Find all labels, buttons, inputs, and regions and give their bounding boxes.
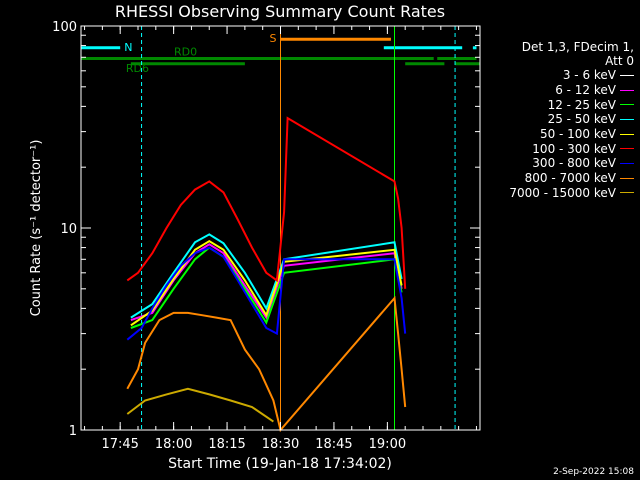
legend-entry-label: 50 - 100 keV [539,127,616,142]
series-line [130,233,403,319]
series-line [126,295,407,433]
legend-entry: 12 - 25 keV [488,97,634,112]
y-tick-label: 100 [52,20,77,35]
series-line [130,240,403,327]
legend-entry-label: 12 - 25 keV [547,97,616,112]
legend-entry: 25 - 50 keV [488,112,634,127]
legend-entry-label: 100 - 300 keV [532,141,616,156]
x-tick-label: 19:00 [369,437,406,452]
legend-entry-label: 7000 - 15000 keV [509,185,616,200]
chart-title: RHESSI Observing Summary Count Rates [115,2,445,21]
flag-label: RD0 [174,46,197,59]
flag-label: RD6 [126,62,149,75]
x-tick-label: 18:00 [155,437,192,452]
legend-swatch [620,104,634,106]
y-axis-label: Count Rate (s⁻¹ detector⁻¹) [29,140,44,317]
legend-swatch [620,162,634,164]
series-lines [126,116,407,433]
legend-swatch [620,74,634,76]
series-line [126,116,407,289]
date-stamp: 2-Sep-2022 15:08 [553,467,634,477]
legend-entry: 300 - 800 keV [488,156,634,171]
flag-label: N [124,41,132,54]
legend-entry: 50 - 100 keV [488,127,634,142]
legend-swatch [620,177,634,179]
legend-header-line1: Det 1,3, FDecim 1, [521,40,634,54]
legend-entry: 800 - 7000 keV [488,171,634,186]
legend-swatch [620,133,634,135]
series-line [126,246,407,341]
legend-entry: 6 - 12 keV [488,83,634,98]
x-tick-label: 18:15 [208,437,245,452]
legend-swatch [620,192,634,194]
legend-entry-label: 800 - 7000 keV [524,171,616,186]
x-axis-label: Start Time (19-Jan-18 17:34:02) [168,456,392,472]
legend-entries: 3 - 6 keV 6 - 12 keV 12 - 25 keV 25 - 50 ke… [488,68,634,200]
x-tick-label: 18:45 [315,437,352,452]
legend: Det 1,3, FDecim 1, Att 0 3 - 6 keV 6 - 12… [488,40,634,200]
legend-entry: 7000 - 15000 keV [488,186,634,201]
instrument-flags: N RD0 RD6 S [81,32,480,75]
legend-header-line2: Att 0 [605,54,634,68]
legend-entry-label: 300 - 800 keV [532,156,616,171]
legend-entry-label: 25 - 50 keV [547,112,616,127]
x-tick-label: 18:30 [262,437,299,452]
legend-swatch [620,148,634,150]
y-tick-label: 10 [60,222,77,237]
legend-entry-label: 3 - 6 keV [562,68,616,83]
series-line [126,387,274,423]
legend-swatch [620,118,634,120]
y-tick-label: 1 [69,424,77,439]
flag-label: S [270,32,277,45]
legend-entry: 3 - 6 keV [488,68,634,83]
legend-entry: 100 - 300 keV [488,141,634,156]
legend-swatch [620,89,634,91]
legend-entry-label: 6 - 12 keV [555,83,616,98]
x-tick-label: 17:45 [101,437,138,452]
axis-ticks: 17:45 18:00 18:15 18:30 18:45 19:00 1 10 100 [52,20,480,452]
